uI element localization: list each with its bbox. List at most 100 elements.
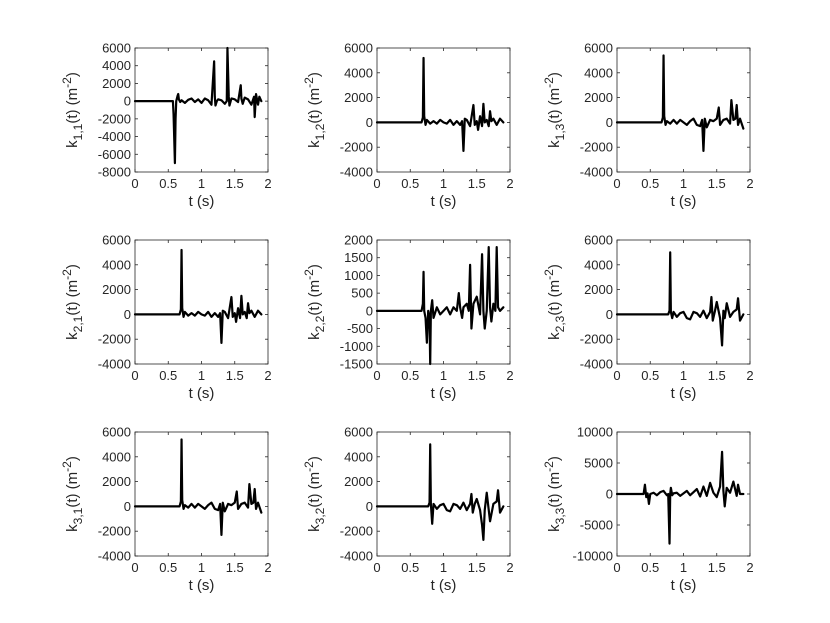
x-tick-label: 0.5 bbox=[641, 560, 659, 575]
y-tick-label: 4000 bbox=[584, 257, 613, 272]
subplot-1: 0 0.5 1 1.5 2 -8000 -6000 -4000 -2000 0 2000 4000 60… bbox=[60, 41, 272, 211]
y-tick-label: -2000 bbox=[340, 140, 373, 155]
x-tick-label: 0.5 bbox=[641, 176, 659, 191]
y-tick-label: -4000 bbox=[98, 129, 131, 144]
y-tick-label: 0 bbox=[606, 307, 613, 322]
x-tick-label: 1 bbox=[680, 176, 687, 191]
subplot-8: 0 0.5 1 1.5 2 -4000 -2000 0 2000 4000 6000 t (s) k3,… bbox=[302, 425, 514, 595]
x-axis-label: t (s) bbox=[671, 577, 697, 594]
y-label-subscript: 3,2 bbox=[313, 507, 327, 524]
x-axis-label: t (s) bbox=[431, 577, 457, 594]
subplot-9: 0 0.5 1 1.5 2 -10000 -5000 0 5000 10000 t (s) k3,3(… bbox=[542, 425, 754, 595]
y-label-symbol: k bbox=[546, 140, 563, 148]
y-tick-label: -4000 bbox=[340, 165, 373, 180]
x-tick-label: 1.5 bbox=[226, 368, 244, 383]
series-line bbox=[615, 450, 745, 545]
y-tick-label: -5000 bbox=[580, 518, 613, 533]
y-tick-label: -4000 bbox=[98, 357, 131, 372]
y-tick-label: -4000 bbox=[580, 165, 613, 180]
x-tick-label: 1 bbox=[440, 368, 447, 383]
x-axis-label: t (s) bbox=[671, 193, 697, 210]
y-label-unit: (t) (m bbox=[64, 88, 81, 124]
x-tick-label: 1 bbox=[198, 176, 205, 191]
x-tick-label: 2 bbox=[264, 176, 271, 191]
y-label-unit: (t) (m bbox=[306, 88, 323, 124]
axes-frame bbox=[376, 431, 511, 557]
y-label-symbol: k bbox=[546, 524, 563, 532]
y-tick-label: 0 bbox=[366, 303, 373, 318]
x-tick-label: 1.5 bbox=[708, 176, 726, 191]
x-tick-label: 1.5 bbox=[226, 176, 244, 191]
y-tick-label: 4000 bbox=[102, 449, 131, 464]
y-tick-label: -500 bbox=[347, 321, 373, 336]
y-tick-label: 4000 bbox=[344, 65, 373, 80]
x-tick-label: 0 bbox=[373, 176, 380, 191]
subplot-4: 0 0.5 1 1.5 2 -4000 -2000 0 2000 4000 6000 t (s) k2,… bbox=[60, 233, 272, 403]
x-tick-label: 2 bbox=[746, 176, 753, 191]
series-line bbox=[375, 443, 505, 541]
y-label-unit: (t) (m bbox=[64, 280, 81, 316]
y-label-subscript: 1,3 bbox=[553, 123, 567, 140]
subplot-7: 0 0.5 1 1.5 2 -4000 -2000 0 2000 4000 6000 t (s) k3,… bbox=[60, 425, 272, 595]
y-tick-label: 0 bbox=[606, 115, 613, 130]
y-tick-label: 4000 bbox=[102, 58, 131, 73]
y-tick-label: 2000 bbox=[584, 90, 613, 105]
y-label-subscript: 2,2 bbox=[313, 315, 327, 332]
y-tick-label: 1500 bbox=[344, 250, 373, 265]
y-label-unit: (t) (m bbox=[546, 88, 563, 124]
x-tick-label: 1 bbox=[680, 368, 687, 383]
x-tick-label: 2 bbox=[264, 368, 271, 383]
x-tick-label: 1.5 bbox=[468, 560, 486, 575]
y-tick-label: -1000 bbox=[340, 339, 373, 354]
y-tick-label: -2000 bbox=[580, 332, 613, 347]
y-label-unit: (t) (m bbox=[546, 472, 563, 508]
x-tick-label: 0.5 bbox=[159, 368, 177, 383]
series-line bbox=[615, 54, 745, 153]
y-label-subscript: 2,3 bbox=[553, 315, 567, 332]
x-tick-label: 0.5 bbox=[401, 368, 419, 383]
y-label-symbol: k bbox=[64, 524, 81, 532]
y-tick-label: 6000 bbox=[344, 425, 373, 440]
y-label-superscript: -2 bbox=[60, 77, 74, 88]
y-axis-label: k3,3(t) (m-2) bbox=[542, 456, 567, 532]
y-label-superscript: -2 bbox=[302, 461, 316, 472]
y-label-unit: (t) (m bbox=[306, 280, 323, 316]
y-axis-label: k1,3(t) (m-2) bbox=[542, 72, 567, 148]
y-tick-label: 6000 bbox=[584, 41, 613, 56]
y-tick-label: 2000 bbox=[102, 474, 131, 489]
series-line bbox=[133, 46, 263, 165]
y-label-symbol: k bbox=[64, 332, 81, 340]
y-tick-label: 5000 bbox=[584, 456, 613, 471]
y-tick-label: 10000 bbox=[577, 425, 613, 440]
x-axis-label: t (s) bbox=[189, 193, 215, 210]
y-label-symbol: k bbox=[306, 524, 323, 532]
y-label-close: ) bbox=[546, 72, 563, 77]
x-tick-label: 0 bbox=[613, 176, 620, 191]
y-tick-label: -2000 bbox=[580, 140, 613, 155]
y-tick-label: -4000 bbox=[98, 549, 131, 564]
y-label-close: ) bbox=[64, 264, 81, 269]
y-tick-label: -8000 bbox=[98, 165, 131, 180]
y-tick-label: 6000 bbox=[344, 41, 373, 56]
y-label-superscript: -2 bbox=[60, 269, 74, 280]
y-tick-label: 500 bbox=[351, 286, 373, 301]
y-label-superscript: -2 bbox=[542, 461, 556, 472]
y-tick-label: 4000 bbox=[344, 449, 373, 464]
y-tick-label: 1000 bbox=[344, 268, 373, 283]
y-label-subscript: 3,3 bbox=[553, 507, 567, 524]
y-label-superscript: -2 bbox=[302, 77, 316, 88]
y-tick-label: 2000 bbox=[102, 76, 131, 91]
y-label-subscript: 1,2 bbox=[313, 123, 327, 140]
x-tick-label: 0.5 bbox=[159, 176, 177, 191]
y-label-symbol: k bbox=[546, 332, 563, 340]
x-axis-label: t (s) bbox=[189, 385, 215, 402]
y-axis-label: k3,1(t) (m-2) bbox=[60, 456, 85, 532]
axes-frame bbox=[616, 239, 751, 365]
x-axis-label: t (s) bbox=[431, 385, 457, 402]
axes-frame bbox=[134, 47, 269, 173]
y-tick-label: 4000 bbox=[584, 65, 613, 80]
y-tick-label: 0 bbox=[124, 94, 131, 109]
y-tick-label: 2000 bbox=[102, 282, 131, 297]
y-axis-label: k2,2(t) (m-2) bbox=[302, 264, 327, 340]
